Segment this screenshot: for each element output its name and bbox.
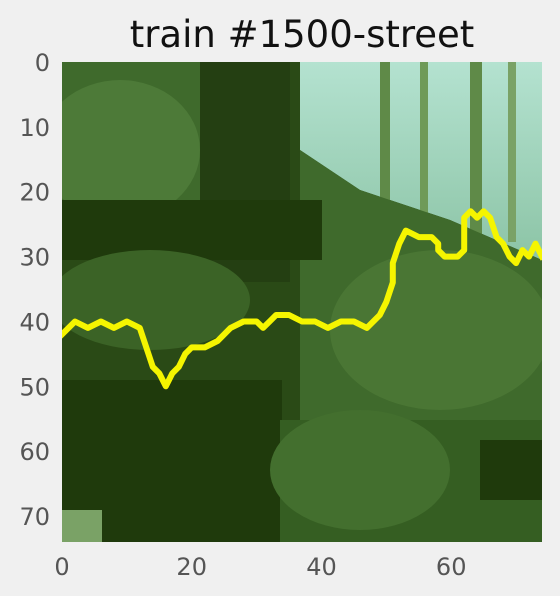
x-tick-label: 60	[436, 553, 467, 581]
y-tick-label: 50	[19, 373, 50, 401]
y-tick-label: 0	[35, 49, 50, 77]
y-tick-label: 40	[19, 309, 50, 337]
forest-image	[62, 62, 542, 542]
y-tick-label: 60	[19, 438, 50, 466]
y-tick-label: 30	[19, 244, 50, 272]
x-tick-label: 40	[306, 553, 337, 581]
x-tick-label: 0	[54, 553, 69, 581]
y-tick-label: 20	[19, 179, 50, 207]
x-tick-label: 20	[176, 553, 207, 581]
y-tick-label: 10	[19, 114, 50, 142]
chart-title: train #1500-street	[130, 13, 475, 56]
trace-line	[62, 208, 542, 390]
y-tick-label: 70	[19, 503, 50, 531]
